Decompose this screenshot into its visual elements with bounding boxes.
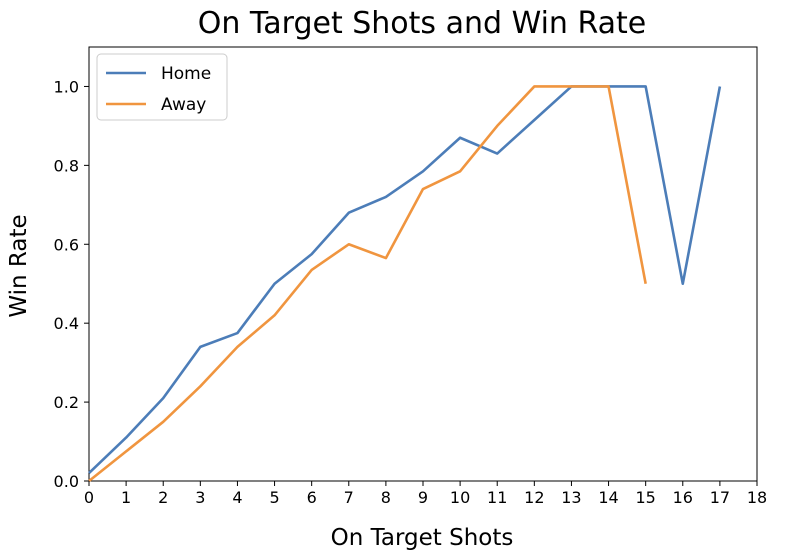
y-tick-label: 0.0	[54, 472, 79, 491]
x-tick-label: 9	[418, 488, 428, 507]
y-axis: 0.0 0.2 0.4 0.6 0.8 1.0	[54, 77, 89, 491]
x-tick-label: 15	[635, 488, 655, 507]
series-line-home	[88, 85, 722, 475]
x-tick-label: 17	[710, 488, 730, 507]
y-axis-label: Win Rate	[6, 214, 32, 317]
legend-label-away: Away	[161, 95, 206, 115]
x-tick-label: 8	[381, 488, 391, 507]
series-layer	[88, 85, 722, 483]
x-tick-label: 1	[121, 488, 131, 507]
y-tick-label: 0.8	[54, 156, 79, 175]
x-axis-label: On Target Shots	[331, 525, 514, 551]
y-tick-label: 0.2	[54, 393, 79, 412]
y-tick-label: 0.4	[54, 314, 79, 333]
series-line-away	[88, 85, 647, 483]
x-tick-label: 5	[269, 488, 279, 507]
x-tick-label: 2	[158, 488, 168, 507]
x-tick-label: 16	[673, 488, 693, 507]
legend: Home Away	[96, 53, 228, 121]
x-tick-label: 14	[598, 488, 618, 507]
chart-title: On Target Shots and Win Rate	[198, 6, 647, 41]
x-tick-label: 6	[307, 488, 317, 507]
x-tick-label: 4	[232, 488, 242, 507]
y-tick-label: 1.0	[54, 77, 79, 96]
x-tick-label: 0	[84, 488, 94, 507]
x-tick-label: 13	[561, 488, 581, 507]
x-tick-label: 11	[487, 488, 507, 507]
x-tick-label: 18	[747, 488, 767, 507]
x-axis: 0 1 2 3 4 5 6 7 8 9 10 11 12 13 14 15 16 17 18	[84, 481, 767, 507]
y-tick-label: 0.6	[54, 235, 79, 254]
legend-label-home: Home	[161, 64, 211, 84]
x-tick-label: 12	[524, 488, 544, 507]
x-tick-label: 3	[195, 488, 205, 507]
x-tick-label: 10	[450, 488, 470, 507]
x-tick-label: 7	[344, 488, 354, 507]
